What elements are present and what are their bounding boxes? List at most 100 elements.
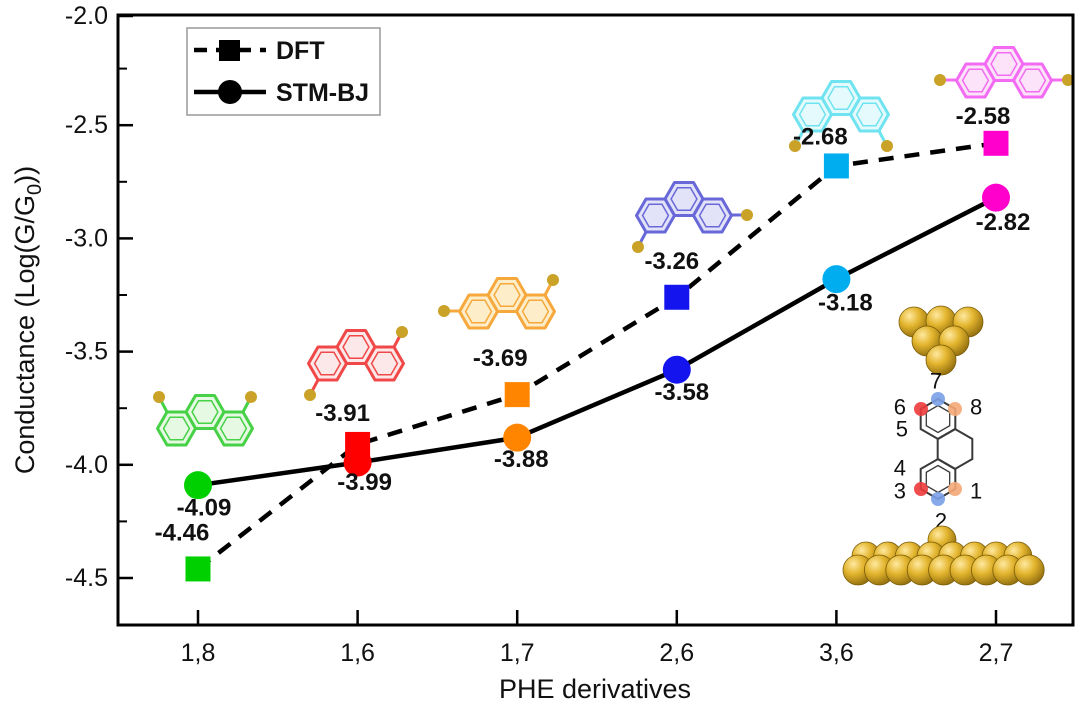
y-tick-label: -2.0 xyxy=(65,2,108,30)
benzene-ring-inner xyxy=(313,351,342,376)
stmbj-value-label: -2.82 xyxy=(976,209,1031,236)
benzene-ring-inner xyxy=(961,68,990,93)
benzene-ring xyxy=(515,293,556,330)
site-number-4: 4 xyxy=(894,456,906,481)
gold-anchor-dot xyxy=(304,389,316,401)
benzene-ring-inner xyxy=(521,299,550,324)
stmbj-value-label: -4.09 xyxy=(177,495,232,522)
dft-point-2,6 xyxy=(664,284,690,310)
molecule-phe-1-6 xyxy=(304,326,408,401)
gold-anchor-dot xyxy=(438,305,450,317)
benzene-ring xyxy=(692,197,733,234)
site-dot-6 xyxy=(914,402,928,416)
stmbj-value-label: -3.58 xyxy=(654,379,709,406)
site-number-1: 1 xyxy=(970,479,982,504)
benzene-ring xyxy=(364,345,405,382)
molecule-structures xyxy=(153,46,1074,447)
y-axis-title: Conductance (Log(G/G0)) xyxy=(10,166,46,474)
molecule-phe-1-7 xyxy=(438,274,559,330)
x-tick-label: 1,7 xyxy=(500,639,535,667)
gold-anchor-dot xyxy=(741,209,753,221)
site-dot-8 xyxy=(948,402,962,416)
benzene-ring-inner xyxy=(342,335,370,359)
plot-border xyxy=(116,13,1075,627)
gold-anchor-dot xyxy=(396,326,408,338)
dft-value-label: -2.68 xyxy=(793,123,848,150)
benzene-ring xyxy=(955,62,996,99)
stmbj-point-1,8 xyxy=(184,471,212,500)
benzene-ring xyxy=(156,410,197,447)
y-tick-label: -4.0 xyxy=(65,451,108,479)
benzene-ring-inner xyxy=(798,102,827,127)
dft-value-label: -4.46 xyxy=(155,519,210,546)
benzene-ring-inner xyxy=(698,203,727,228)
y-tick-label: -3.5 xyxy=(65,338,108,366)
gold-anchor-dot xyxy=(632,241,644,253)
stmbj-value-label: -3.99 xyxy=(337,469,392,496)
dft-legend-label: DFT xyxy=(276,37,325,65)
x-tick-label: 1,8 xyxy=(181,639,216,667)
dft-value-label: -3.91 xyxy=(315,400,370,427)
gold-anchor-dot xyxy=(1062,74,1074,86)
stmbj-point-1,6 xyxy=(343,448,372,477)
legend: DFT STM-BJ xyxy=(186,27,381,116)
gold-tip-atom xyxy=(925,344,957,376)
site-dot-1 xyxy=(948,482,962,496)
molecule-phe-1-8 xyxy=(153,391,257,447)
benzene-ring-inner xyxy=(827,86,855,110)
dft-legend-marker xyxy=(219,40,240,61)
benzene-ring xyxy=(635,197,676,234)
dft-point-1,8 xyxy=(185,556,211,582)
legend-item-stmbj: STM-BJ xyxy=(194,79,369,107)
gold-surface-atom xyxy=(1013,554,1045,586)
benzene-ring xyxy=(792,96,833,133)
site-dot-7 xyxy=(931,392,945,406)
molecule-phe-2-7 xyxy=(934,46,1074,99)
site-dot-2 xyxy=(931,492,945,506)
dft-point-3,6 xyxy=(823,153,849,179)
stmbj-point-2,7 xyxy=(982,183,1010,212)
molecule-phe-2-6 xyxy=(632,181,753,253)
stmbj-point-3,6 xyxy=(822,265,851,294)
dft-point-2,7 xyxy=(983,130,1009,156)
gold-anchor-dot xyxy=(881,140,893,152)
site-number-6: 6 xyxy=(894,395,906,420)
benzene-ring-inner xyxy=(370,351,399,376)
benzene-ring-inner xyxy=(219,416,248,441)
dft-point-1,7 xyxy=(504,382,530,408)
stmbj-point-1,7 xyxy=(503,423,532,452)
site-number-7: 7 xyxy=(930,369,942,394)
axis-ticks: -2.0 -2.5 -3.0 -3.5 -4.0 -4.5 1,8 1,6 1,7 2,6 3,6 2… xyxy=(65,2,1013,667)
gold-anchor-dot xyxy=(934,74,946,86)
site-number-5: 5 xyxy=(896,417,908,442)
stmbj-point-2,6 xyxy=(662,355,691,384)
gold-anchor-dot xyxy=(245,391,257,403)
y-tick-label: -4.5 xyxy=(65,564,108,592)
site-dot-3 xyxy=(914,482,928,496)
stmbj-legend-marker xyxy=(218,80,242,104)
benzene-ring xyxy=(849,96,890,133)
dft-value-label: -2.58 xyxy=(956,103,1011,130)
site-number-8: 8 xyxy=(970,395,982,420)
benzene-ring-inner xyxy=(641,203,670,228)
stmbj-line xyxy=(197,195,998,488)
x-tick-label: 2,7 xyxy=(979,639,1014,667)
benzene-ring-inner xyxy=(191,400,219,424)
x-tick-label: 1,6 xyxy=(340,639,375,667)
benzene-ring-inner xyxy=(855,102,884,127)
stmbj-legend-label: STM-BJ xyxy=(276,79,369,107)
x-axis-title: PHE derivatives xyxy=(499,674,691,704)
benzene-ring xyxy=(1012,62,1053,99)
site-number-3: 3 xyxy=(894,479,906,504)
dft-value-label: -3.69 xyxy=(473,345,528,372)
benzene-ring xyxy=(307,345,348,382)
legend-item-dft: DFT xyxy=(194,37,325,65)
stmbj-value-label: -3.18 xyxy=(818,290,873,317)
molecule-phe-3-6 xyxy=(789,80,893,152)
stmbj-value-label: -3.88 xyxy=(494,446,549,473)
benzene-ring-inner xyxy=(670,187,698,211)
